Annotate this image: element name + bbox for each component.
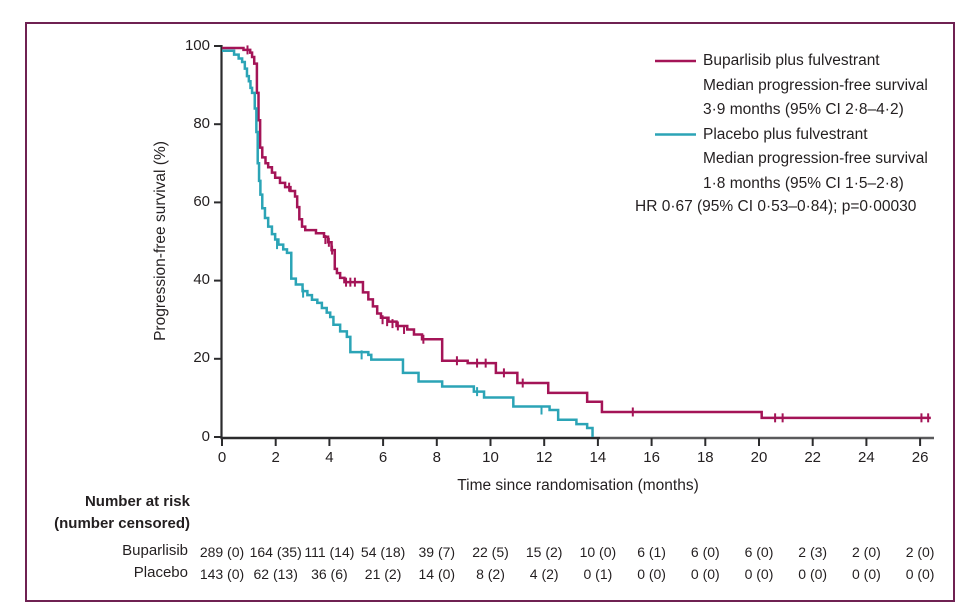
risk-cell-placebo-m22: 0 (0) <box>798 566 828 582</box>
x-tick-label: 22 <box>804 449 822 466</box>
x-tick-label: 12 <box>535 449 553 466</box>
risk-cell-buparlisib-m6: 54 (18) <box>360 544 406 560</box>
risk-cell-placebo-m16: 0 (0) <box>637 566 666 582</box>
x-axis-title: Time since randomisation (months) <box>457 477 699 494</box>
risk-cell-buparlisib-m10: 22 (5) <box>472 544 509 560</box>
risk-cell-buparlisib-m24: 2 (0) <box>851 544 881 560</box>
legend-ci-buparlisib: 3·9 months (95% CI 2·8–4·2) <box>703 101 904 118</box>
legend: Buparlisib plus fulvestrant Median progr… <box>703 49 928 196</box>
risk-cell-buparlisib-m18: 6 (0) <box>690 544 720 560</box>
x-tick-label: 8 <box>432 449 441 466</box>
buparlisib-censor-marks <box>246 45 930 423</box>
x-tick-label: 20 <box>750 449 768 466</box>
placebo-curve <box>222 49 594 437</box>
y-tick-label: 100 <box>184 36 210 54</box>
placebo-censor-marks <box>276 240 543 415</box>
x-tick-label: 18 <box>696 449 714 466</box>
risk-cell-placebo-m8: 14 (0) <box>418 566 456 582</box>
x-tick-label: 2 <box>271 449 280 466</box>
risk-cell-placebo-m4: 36 (6) <box>311 566 348 582</box>
risk-cell-buparlisib-m26: 2 (0) <box>905 544 935 560</box>
legend-ci-placebo: 1·8 months (95% CI 1·5–2·8) <box>703 174 904 192</box>
risk-cell-placebo-m2: 62 (13) <box>253 566 298 582</box>
risk-cell-buparlisib-m0: 289 (0) <box>199 544 245 560</box>
risk-cell-placebo-m12: 4 (2) <box>529 566 559 582</box>
x-tick-label: 4 <box>325 449 334 466</box>
risk-cell-buparlisib-m12: 15 (2) <box>525 544 563 560</box>
risk-cell-placebo-m18: 0 (0) <box>690 566 720 582</box>
x-tick-label: 10 <box>482 449 499 466</box>
y-tick-label: 80 <box>193 114 210 132</box>
risk-cell-placebo-m10: 8 (2) <box>476 566 505 582</box>
y-tick-label: 40 <box>193 271 210 289</box>
risk-cell-placebo-m6: 21 (2) <box>364 566 402 582</box>
risk-cell-buparlisib-m20: 6 (0) <box>744 544 774 560</box>
legend-median-buparlisib: Median progression-free survival <box>703 76 928 94</box>
risk-table-header: Number at risk (number censored) <box>18 491 190 534</box>
risk-table-header-line2: (number censored) <box>54 514 190 532</box>
risk-table-header-line1: Number at risk <box>84 493 190 510</box>
risk-row-label-buparlisib: Buparlisib <box>122 542 188 559</box>
x-tick-label: 16 <box>643 449 660 466</box>
y-tick-label: 60 <box>193 192 210 210</box>
axes <box>214 45 934 446</box>
x-tick-label: 6 <box>378 449 388 466</box>
risk-cell-buparlisib-m2: 164 (35) <box>249 544 302 560</box>
risk-cell-placebo-m20: 0 (0) <box>744 566 774 582</box>
y-tick-label: 0 <box>201 427 210 445</box>
risk-row-label-placebo: Placebo <box>133 564 188 581</box>
risk-cell-buparlisib-m4: 111 (14) <box>304 544 355 560</box>
risk-cell-placebo-m26: 0 (0) <box>905 566 935 582</box>
legend-median-placebo: Median progression-free survival <box>703 150 928 167</box>
risk-cell-placebo-m0: 143 (0) <box>199 566 245 582</box>
risk-cell-placebo-m14: 0 (1) <box>583 566 613 582</box>
x-tick-label: 26 <box>911 449 929 466</box>
y-tick-label: 20 <box>193 349 210 367</box>
x-tick-label: 0 <box>217 449 227 466</box>
risk-cell-buparlisib-m8: 39 (7) <box>418 544 456 560</box>
x-tick-label: 14 <box>589 449 607 466</box>
legend-label-placebo: Placebo plus fulvestrant <box>703 125 868 143</box>
risk-cell-placebo-m24: 0 (0) <box>851 566 881 582</box>
risk-cell-buparlisib-m22: 2 (3) <box>798 544 828 560</box>
hazard-ratio-annotation: HR 0·67 (95% CI 0·53–0·84); p=0·00030 <box>635 198 917 215</box>
x-tick-label: 24 <box>858 449 875 466</box>
risk-cell-buparlisib-m16: 6 (1) <box>637 544 666 560</box>
legend-label-buparlisib: Buparlisib plus fulvestrant <box>703 52 880 69</box>
risk-cell-buparlisib-m14: 10 (0) <box>579 544 617 560</box>
y-axis-title: Progression-free survival (%) <box>152 141 169 341</box>
